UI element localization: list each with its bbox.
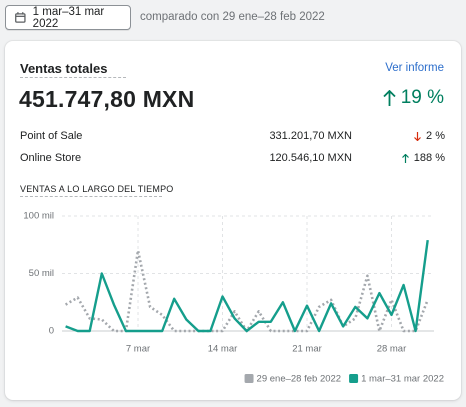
channel-change: 2 % (414, 130, 445, 142)
up-arrow (383, 89, 396, 106)
channel-name: Online Store (20, 152, 82, 164)
comparison: comparado con 29 ene–28 feb 2022 (140, 11, 325, 23)
legend-label: 1 mar–31 mar 2022 (361, 374, 444, 385)
channel-change: 188 % (401, 152, 445, 164)
total: 451.747,80 MXN (19, 86, 195, 112)
x-tick-label: 7 mar (126, 344, 150, 355)
legend-swatch (244, 374, 254, 383)
legend-label: 29 ene–28 feb 2022 (257, 374, 342, 385)
y-tick-label: 0 (49, 326, 54, 337)
date-range-button[interactable]: 1 mar–31 mar 2022 (5, 5, 131, 30)
series-line (65, 239, 429, 333)
channel-row: Point of Sale 331.201,70 MXN 2 % (20, 130, 445, 144)
date-range: 1 mar–31 mar 2022 (32, 5, 105, 30)
x-tick-label: 28 mar (377, 344, 407, 355)
x-tick-label: 21 mar (292, 344, 322, 355)
card: Ventas totales Ver informe 451.747,80 MX… (5, 41, 461, 400)
channel-row: Online Store 120.546,10 MXN 188 % (20, 152, 445, 166)
channel-change-value: 188 % (413, 152, 445, 164)
calendar-icon (15, 12, 26, 23)
title-underline (20, 77, 126, 78)
channel-value: 120.546,10 MXN (269, 152, 352, 164)
report-link[interactable]: Ver informe (385, 62, 444, 74)
change: 19 % (383, 87, 444, 109)
section-underline (20, 196, 162, 197)
channel-name: Point of Sale (20, 130, 83, 142)
legend: 1 mar–31 mar 2022 29 ene–28 feb 2022 (244, 374, 444, 385)
y-tick-label: 50 mil (29, 268, 54, 279)
legend-swatch (349, 374, 359, 383)
card-title: Ventas totales (20, 61, 108, 76)
channel-value: 331.201,70 MXN (269, 130, 352, 142)
channel-change-value: 2 % (426, 130, 445, 142)
up-arrow (401, 153, 409, 163)
x-tick-label: 14 mar (208, 344, 238, 355)
down-arrow (414, 131, 421, 141)
y-tick-label: 100 mil (23, 211, 54, 222)
section-title: VENTAS A LO LARGO DEL TIEMPO (20, 184, 174, 194)
change-value: 19 % (400, 87, 444, 108)
